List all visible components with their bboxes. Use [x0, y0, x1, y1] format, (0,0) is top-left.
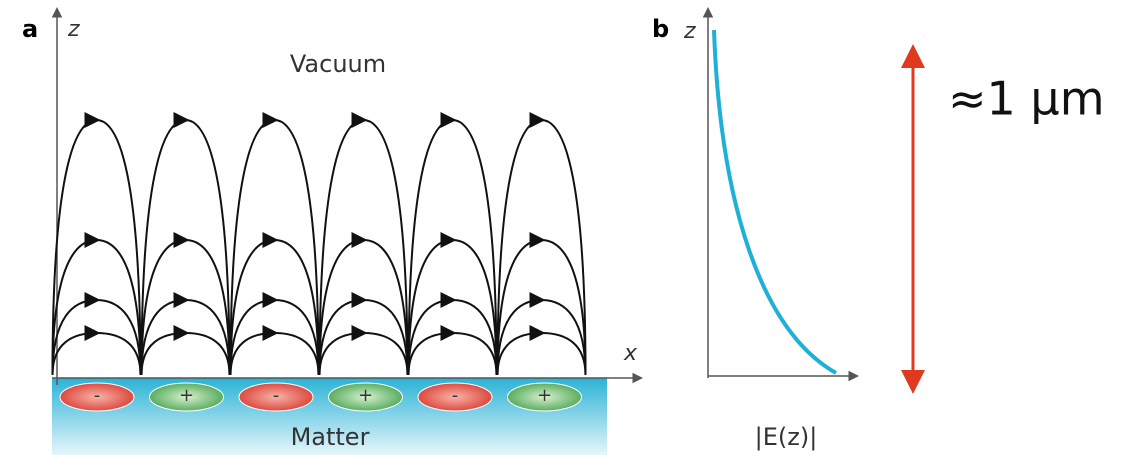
field-line [97, 333, 141, 375]
field-line [142, 333, 186, 375]
field-line [275, 333, 319, 375]
z-axis-label: z [683, 19, 696, 44]
page: - + - + - + a z x Vacuum Matter b z |E(z)| ≈1… [0, 0, 1129, 455]
panel-label: b [652, 15, 669, 43]
matter-label: Matter [291, 423, 370, 451]
panel-b: b z |E(z)| [652, 10, 856, 451]
field-line [409, 333, 453, 375]
charge-sign: + [537, 385, 552, 406]
panel-a: - + - + - + a z x Vacuum Matter [22, 10, 640, 455]
field-line [364, 333, 408, 375]
field-decay-curve [714, 30, 836, 373]
field-lines [53, 120, 586, 375]
field-line [320, 333, 364, 375]
field-line [453, 333, 497, 375]
charge-sign: + [358, 385, 373, 406]
scale-label: ≈1 μm [948, 72, 1105, 126]
charge-sign: - [94, 385, 101, 406]
charge-sign: - [273, 385, 280, 406]
z-axis-label: z [67, 17, 80, 42]
field-line [542, 333, 586, 375]
x-axis-label: |E(z)| [755, 423, 818, 451]
x-axis-label: x [623, 341, 638, 366]
figure: - + - + - + a z x Vacuum Matter b z |E(z)| ≈1… [0, 0, 1129, 455]
field-line [186, 333, 230, 375]
field-line [231, 333, 275, 375]
panel-label: a [22, 15, 38, 43]
charge-sign: + [179, 385, 194, 406]
vacuum-label: Vacuum [290, 50, 386, 78]
field-line [498, 333, 542, 375]
field-line [53, 333, 97, 375]
charge-sign: - [452, 385, 459, 406]
